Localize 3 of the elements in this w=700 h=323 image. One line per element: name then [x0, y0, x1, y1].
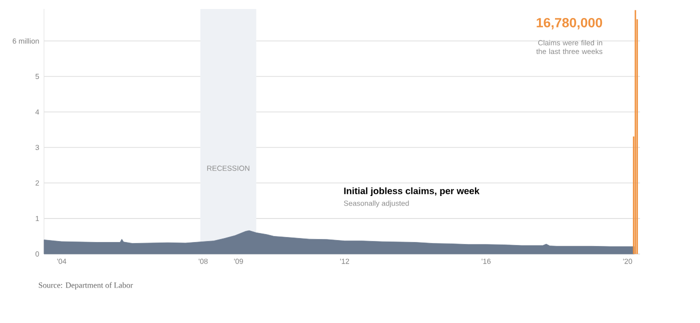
- annotation: 16,780,000: [536, 18, 602, 30]
- text: Initial jobless claims, per week: [344, 187, 480, 196]
- source-note: Source: Department of Labor: [38, 282, 133, 290]
